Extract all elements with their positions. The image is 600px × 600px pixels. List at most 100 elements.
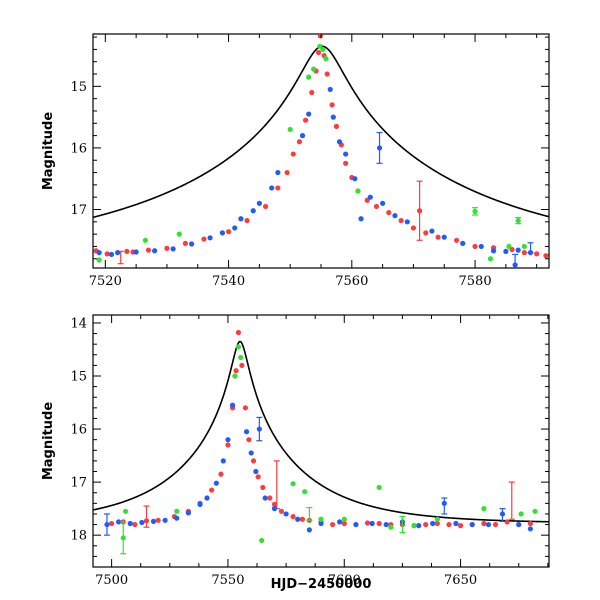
- top-red-point: [315, 49, 322, 56]
- bottom-red-point: [330, 521, 336, 528]
- top-blue-point: [376, 145, 383, 151]
- top-blue-point: [115, 250, 121, 256]
- bottom-green-point: [174, 508, 180, 514]
- bottom-red-point: [527, 520, 533, 527]
- bottom-red-point: [218, 471, 224, 477]
- top-panel-ylabel: Magnitude: [41, 112, 56, 191]
- top-red-point: [317, 34, 323, 39]
- top-blue-point: [96, 250, 102, 256]
- top-blue-point: [170, 246, 176, 252]
- bottom-red-point: [504, 519, 510, 525]
- top-blue-point: [512, 262, 518, 268]
- bottom-blue-point: [213, 480, 219, 486]
- bottom-red-point: [132, 521, 138, 528]
- bottom-blue-point: [337, 519, 343, 525]
- top-blue-point: [152, 248, 158, 254]
- bottom-green-point: [120, 535, 126, 541]
- bottom-blue-point: [253, 468, 259, 475]
- top-red-point: [296, 139, 303, 145]
- bottom-blue-point: [453, 520, 459, 527]
- top-blue-point: [380, 200, 386, 206]
- bottom-ytick-label: 16: [70, 423, 87, 438]
- top-red-point: [329, 102, 335, 108]
- top-blue-point: [299, 133, 306, 139]
- top-xtick-label: 7540: [212, 274, 245, 289]
- bottom-blue-point: [306, 527, 312, 533]
- bottom-ytick-label: 18: [70, 529, 87, 544]
- bottom-green-point: [318, 516, 324, 522]
- bottom-blue-point: [441, 500, 447, 506]
- bottom-green-point: [411, 523, 417, 529]
- bottom-ytick-label: 15: [70, 370, 87, 385]
- top-green-point: [487, 256, 494, 262]
- bottom-xtick-label: 7650: [444, 573, 477, 588]
- top-blue-point: [503, 248, 509, 254]
- bottom-blue-point: [369, 520, 375, 527]
- bottom-red-point: [143, 518, 150, 524]
- bottom-blue-point: [430, 520, 436, 527]
- bottom-red-point: [239, 362, 245, 368]
- top-blue-point: [269, 185, 275, 191]
- top-blue-point: [515, 247, 521, 253]
- top-red-point: [244, 217, 250, 224]
- bottom-red-point: [290, 514, 296, 520]
- top-red-point: [302, 117, 309, 123]
- top-red-point: [543, 253, 549, 259]
- bottom-green-point: [302, 489, 308, 495]
- top-blue-point: [327, 86, 333, 93]
- top-panel-frame: [92, 33, 550, 269]
- bottom-red-point: [109, 520, 115, 527]
- top-blue-point: [404, 219, 410, 225]
- bottom-red-point: [446, 521, 452, 528]
- top-red-point: [521, 250, 527, 256]
- bottom-red-point: [260, 484, 266, 491]
- bottom-red-point: [481, 520, 487, 527]
- top-red-point: [333, 123, 340, 129]
- bottom-blue-point: [295, 516, 301, 522]
- bottom-green-point: [122, 508, 129, 514]
- top-green-point: [306, 74, 312, 80]
- top-red-point: [343, 160, 349, 166]
- top-green-point: [506, 243, 512, 250]
- bottom-model-curve: [93, 340, 549, 523]
- top-blue-point: [188, 241, 195, 247]
- bottom-blue-point: [318, 520, 324, 527]
- top-blue-point: [219, 230, 226, 236]
- bottom-blue-point: [383, 521, 389, 528]
- top-blue-point: [306, 111, 312, 117]
- bottom-ytick-label: 14: [70, 316, 87, 331]
- bottom-panel-ylabel: Magnitude: [41, 402, 56, 481]
- top-blue-point: [250, 208, 256, 214]
- bottom-red-point: [299, 516, 305, 522]
- top-blue-point: [336, 139, 343, 145]
- bottom-blue-point: [139, 519, 145, 526]
- top-red-point: [453, 237, 460, 243]
- top-blue-point: [133, 249, 139, 255]
- bottom-red-point: [155, 517, 161, 523]
- bottom-blue-point: [516, 521, 522, 528]
- top-blue-point: [108, 251, 115, 258]
- bottom-red-point: [376, 520, 382, 527]
- bottom-blue-point: [229, 402, 236, 408]
- bottom-red-point: [250, 458, 257, 464]
- bottom-panel-xlabel: HJD−2450000: [271, 577, 372, 592]
- bottom-red-point: [267, 495, 273, 501]
- bottom-red-point: [341, 520, 347, 527]
- top-red-point: [435, 234, 441, 240]
- bottom-green-point: [290, 481, 296, 487]
- top-blue-point: [478, 243, 484, 250]
- bottom-red-point: [246, 437, 252, 443]
- bottom-green-point: [434, 516, 440, 522]
- top-blue-point: [343, 151, 349, 157]
- bottom-blue-point: [283, 511, 289, 517]
- bottom-red-point: [364, 520, 371, 526]
- top-red-point: [275, 185, 281, 191]
- top-ytick-label: 15: [70, 80, 87, 95]
- top-green-point: [515, 217, 521, 224]
- top-red-point: [472, 243, 478, 250]
- top-red-point: [410, 225, 417, 231]
- top-blue-point: [275, 169, 281, 176]
- bottom-red-point: [225, 442, 231, 448]
- top-red-point: [284, 169, 290, 176]
- top-red-point: [225, 229, 232, 235]
